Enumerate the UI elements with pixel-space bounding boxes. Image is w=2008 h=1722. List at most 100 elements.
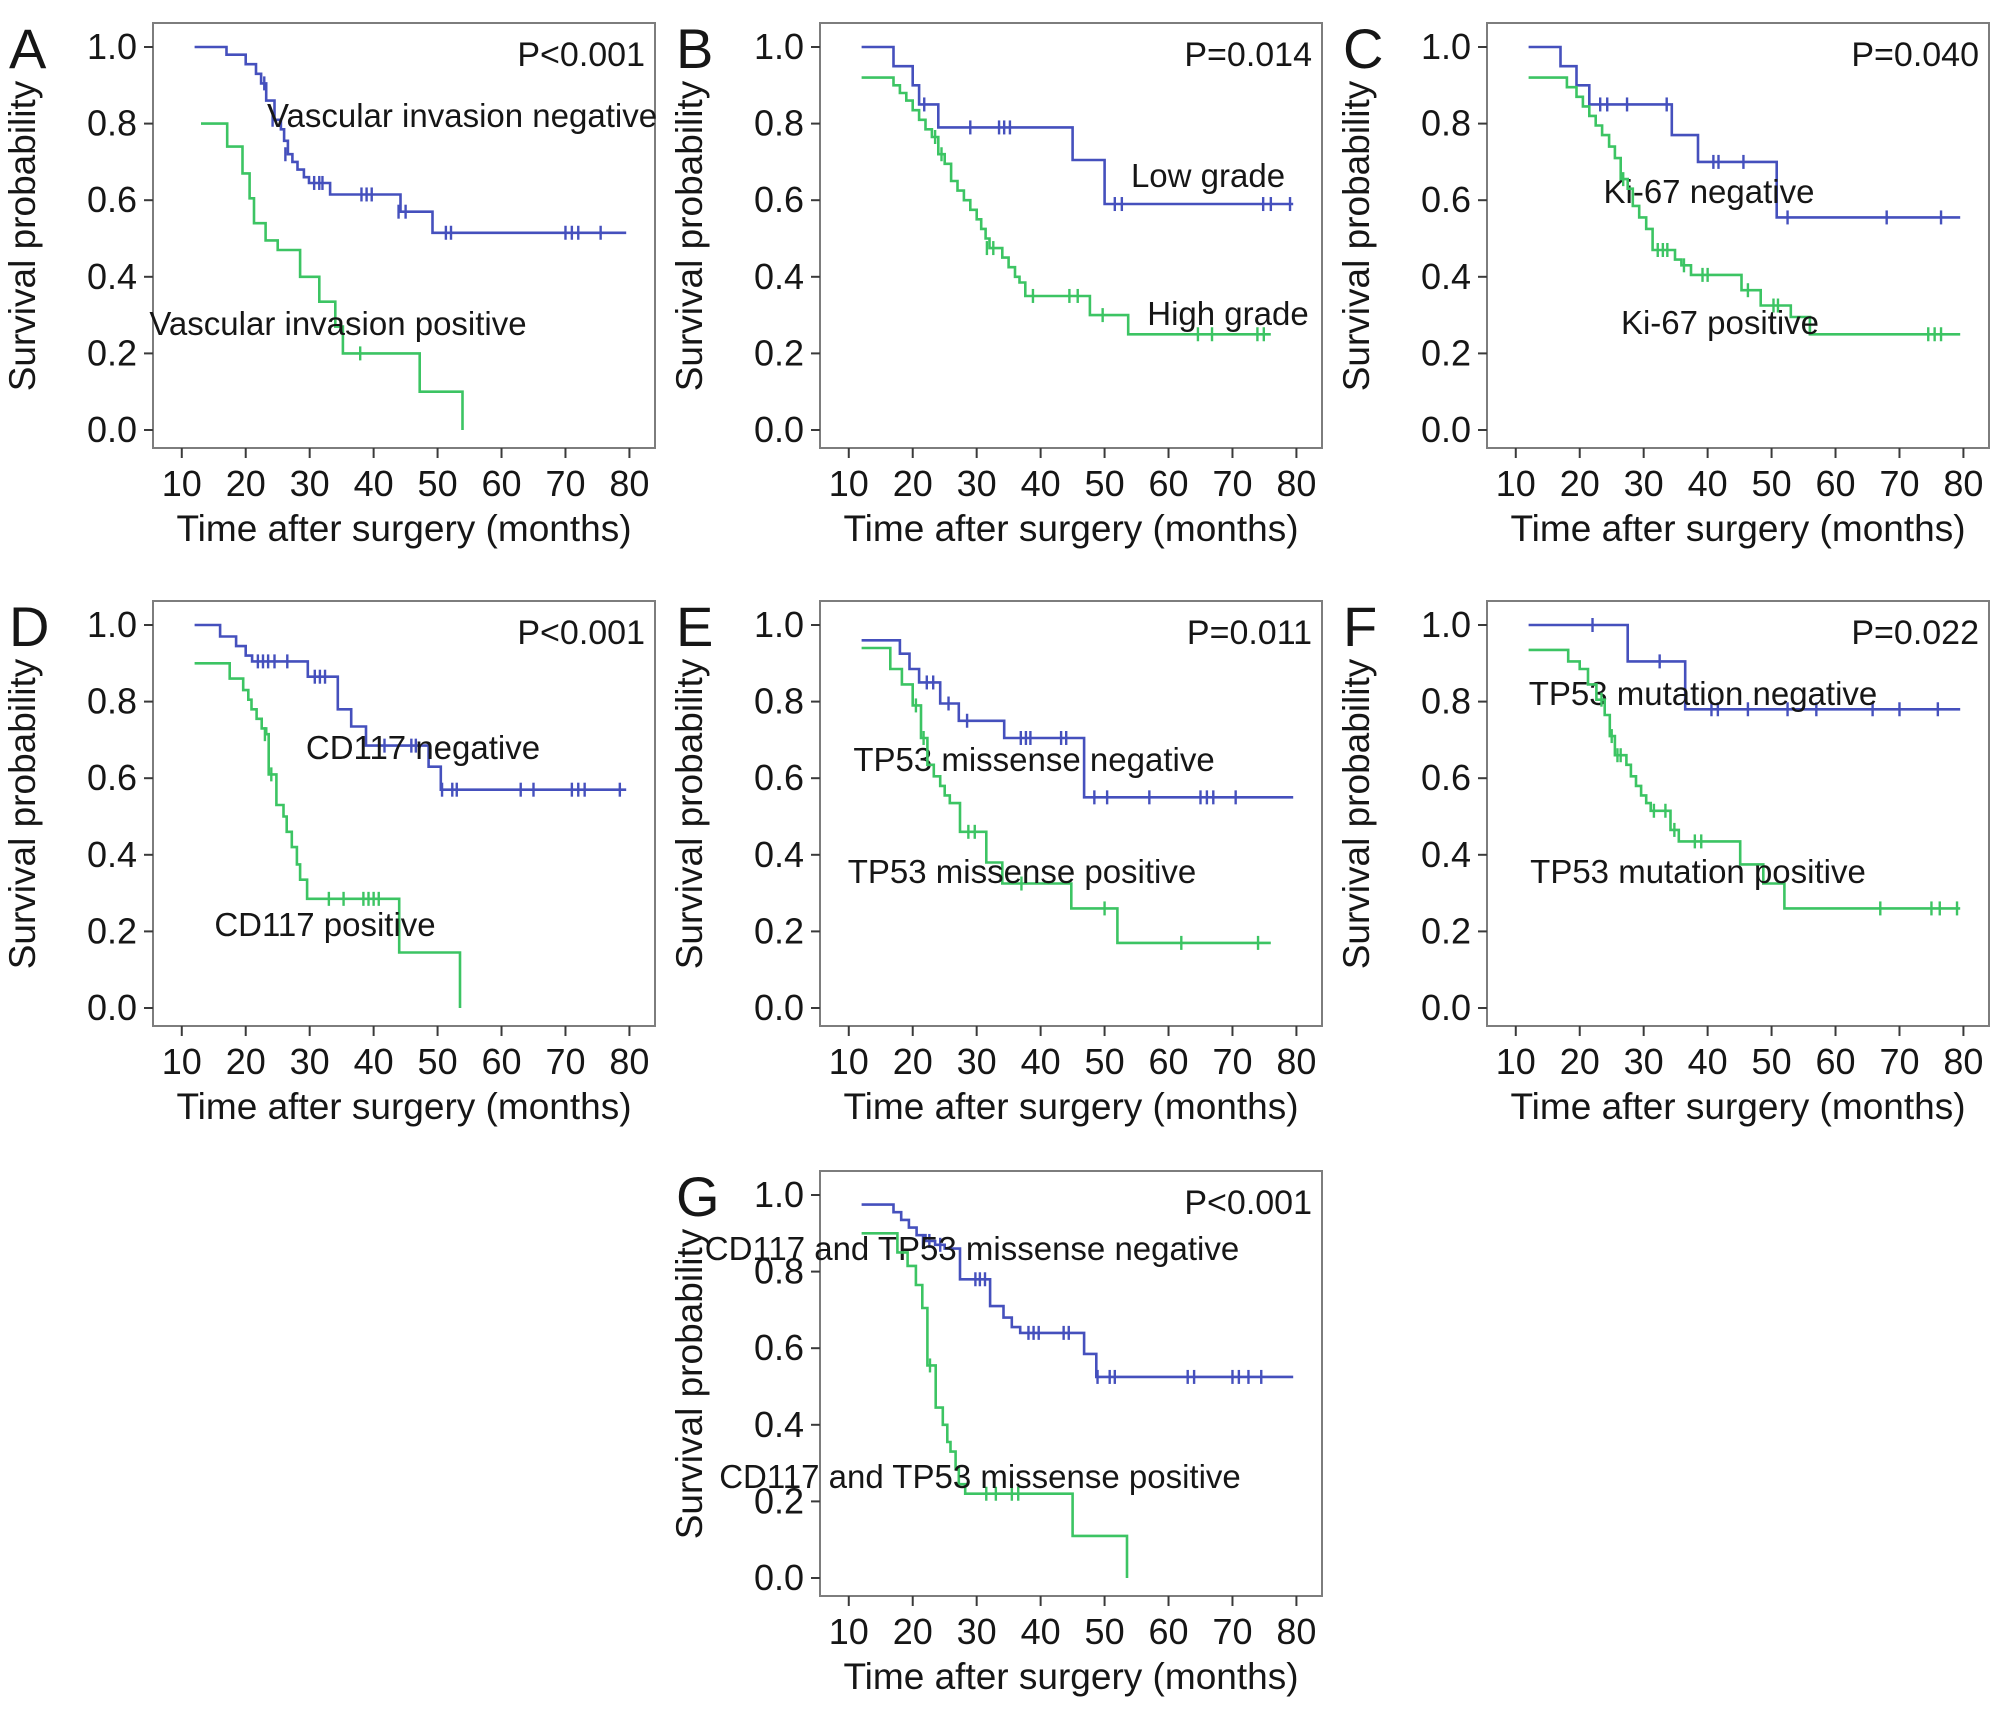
x-tick-label: 30 xyxy=(290,463,330,504)
panel-grade: B 0.0 0.2 0.4 0.6 0.8 1.0 10 20 30 40 50 60 70 80 Survi… xyxy=(669,0,1336,569)
x-tick-label: 30 xyxy=(290,1041,330,1082)
y-tick-label: 1.0 xyxy=(1421,26,1471,67)
y-tick-label: 0.0 xyxy=(754,987,804,1028)
y-tick-label: 1.0 xyxy=(87,26,137,67)
x-tick-label: 40 xyxy=(1021,1611,1061,1652)
curve-label: Vascular invasion negative xyxy=(267,97,657,134)
km-plot-F: F 0.0 0.2 0.4 0.6 0.8 1.0 10 20 30 40 50 60 70 80 Survi… xyxy=(1336,595,1990,1127)
x-tick-label: 60 xyxy=(1148,1041,1188,1082)
curve-label: High grade xyxy=(1147,295,1308,332)
y-tick-label: 0.2 xyxy=(754,1480,804,1521)
x-tick-label: 80 xyxy=(1943,1041,1983,1082)
curve-label: TP53 missense negative xyxy=(853,741,1214,778)
y-tick-label: 0.6 xyxy=(754,179,804,220)
x-tick-label: 10 xyxy=(1496,463,1536,504)
x-axis-title: Time after surgery (months) xyxy=(1510,508,1965,549)
km-plot-D: D 0.0 0.2 0.4 0.6 0.8 1.0 10 20 30 40 50 60 70 80 Survi… xyxy=(2,595,656,1127)
y-tick-label: 0.4 xyxy=(87,834,137,875)
y-axis-title: Survival probability xyxy=(5,658,43,969)
y-tick-label: 0.4 xyxy=(1421,834,1471,875)
y-tick-label: 0.6 xyxy=(87,757,137,798)
x-tick-label: 30 xyxy=(957,1611,997,1652)
curve-label: Vascular invasion positive xyxy=(149,305,526,342)
curve-C xyxy=(1528,45,1961,219)
km-plot-A: A 0.0 0.2 0.4 0.6 0.8 1.0 10 20 30 40 50 60 70 80 Survi… xyxy=(2,17,657,549)
x-tick-label: 40 xyxy=(1688,463,1728,504)
x-tick-label: 20 xyxy=(893,1041,933,1082)
y-tick-label: 0.6 xyxy=(87,179,137,220)
km-plot-E: E 0.0 0.2 0.4 0.6 0.8 1.0 10 20 30 40 50 60 70 80 Survi… xyxy=(669,595,1323,1127)
x-tick-label: 50 xyxy=(1085,1041,1125,1082)
plot-border xyxy=(819,600,1323,1027)
panel-letter-A: A xyxy=(9,17,47,80)
p-value: P=0.022 xyxy=(1851,614,1979,652)
curve-F xyxy=(1528,623,1961,711)
p-value: P<0.001 xyxy=(517,36,645,74)
x-tick-label: 80 xyxy=(1276,463,1316,504)
p-value: P=0.011 xyxy=(1187,614,1312,652)
x-tick-label: 60 xyxy=(481,463,521,504)
x-tick-label: 50 xyxy=(1085,463,1125,504)
panel-letter-C: C xyxy=(1343,17,1383,80)
curve-label: Low grade xyxy=(1131,157,1285,194)
x-tick-label: 80 xyxy=(1276,1611,1316,1652)
x-tick-label: 10 xyxy=(1496,1041,1536,1082)
x-tick-label: 70 xyxy=(545,463,585,504)
p-value: P<0.001 xyxy=(517,614,645,652)
curve-A xyxy=(201,122,464,430)
x-tick-label: 50 xyxy=(1085,1611,1125,1652)
y-tick-label: 0.0 xyxy=(754,409,804,450)
y-tick-label: 0.0 xyxy=(87,409,137,450)
y-tick-label: 0.6 xyxy=(1421,757,1471,798)
curve-label: TP53 mutation negative xyxy=(1529,675,1878,712)
x-tick-label: 70 xyxy=(545,1041,585,1082)
y-tick-label: 1.0 xyxy=(1421,604,1471,645)
y-tick-label: 1.0 xyxy=(754,604,804,645)
panel-tp53-missense: E 0.0 0.2 0.4 0.6 0.8 1.0 10 20 30 40 50 60 70 80 Survi… xyxy=(669,578,1336,1147)
x-tick-label: 20 xyxy=(1560,1041,1600,1082)
y-axis-title: Survival probability xyxy=(672,1228,710,1539)
panel-tp53-mutation: F 0.0 0.2 0.4 0.6 0.8 1.0 10 20 30 40 50 60 70 80 Survi… xyxy=(1336,578,2003,1147)
y-tick-label: 1.0 xyxy=(754,1174,804,1215)
x-tick-label: 10 xyxy=(162,463,202,504)
x-tick-label: 70 xyxy=(1212,463,1252,504)
curve-label: CD117 and TP53 missense negative xyxy=(705,1230,1239,1267)
x-axis-title: Time after surgery (months) xyxy=(1510,1086,1965,1127)
x-tick-label: 10 xyxy=(162,1041,202,1082)
x-tick-label: 30 xyxy=(1624,1041,1664,1082)
curve-label: Ki-67 positive xyxy=(1621,304,1819,341)
y-axis-title: Survival probability xyxy=(672,80,710,391)
panel-letter-B: B xyxy=(676,17,713,80)
y-tick-label: 0.4 xyxy=(754,834,804,875)
curve-label: TP53 mutation positive xyxy=(1530,853,1866,890)
y-tick-label: 0.6 xyxy=(754,757,804,798)
x-tick-label: 10 xyxy=(829,463,869,504)
curve-G xyxy=(861,1232,1129,1578)
y-tick-label: 0.8 xyxy=(1421,103,1471,144)
curve-E xyxy=(861,639,1294,799)
x-tick-label: 80 xyxy=(1276,1041,1316,1082)
x-tick-label: 80 xyxy=(1943,463,1983,504)
y-tick-label: 0.2 xyxy=(87,910,137,951)
curve-label: CD117 and TP53 missense positive xyxy=(719,1458,1241,1495)
y-tick-label: 0.6 xyxy=(1421,179,1471,220)
p-value: P=0.040 xyxy=(1851,36,1979,74)
curve-D xyxy=(194,662,462,1008)
x-tick-label: 20 xyxy=(226,463,266,504)
x-tick-label: 60 xyxy=(1148,1611,1188,1652)
x-tick-label: 10 xyxy=(829,1611,869,1652)
curve-B xyxy=(861,76,1271,336)
y-axis-title: Survival probability xyxy=(5,80,43,391)
x-tick-label: 30 xyxy=(957,463,997,504)
y-tick-label: 0.2 xyxy=(1421,910,1471,951)
x-tick-label: 80 xyxy=(609,1041,649,1082)
plot-border xyxy=(1486,600,1990,1027)
x-tick-label: 50 xyxy=(1752,1041,1792,1082)
y-tick-label: 0.8 xyxy=(754,103,804,144)
p-value: P=0.014 xyxy=(1184,36,1312,74)
y-tick-label: 0.2 xyxy=(1421,332,1471,373)
y-tick-label: 0.0 xyxy=(87,987,137,1028)
panel-ki67: C 0.0 0.2 0.4 0.6 0.8 1.0 10 20 30 40 50 60 70 80 Survi… xyxy=(1336,0,2003,569)
x-axis-title: Time after surgery (months) xyxy=(176,508,631,549)
